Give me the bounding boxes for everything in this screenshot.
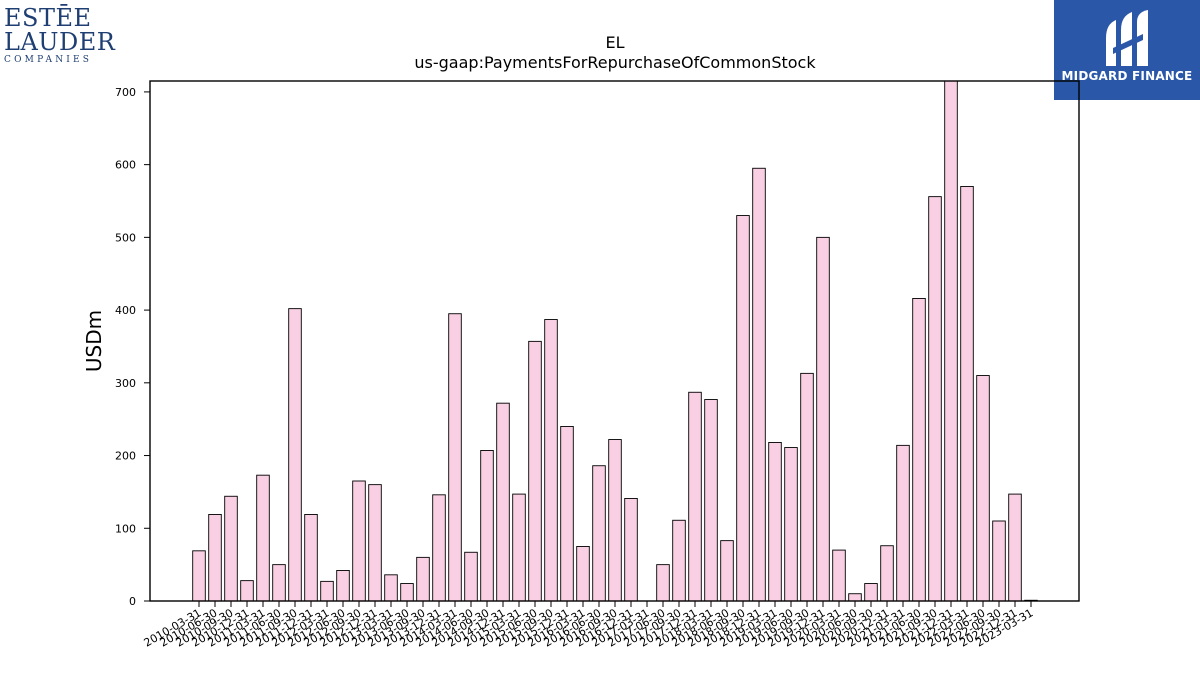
bar-2019-06-30	[784, 447, 798, 602]
bar-2020-06-30	[848, 593, 862, 602]
bar-2018-03-31	[704, 399, 718, 602]
bar-2020-12-31	[880, 545, 894, 602]
bar-2022-03-31	[960, 185, 974, 602]
bar-2016-03-31	[576, 546, 590, 602]
bar-2018-12-31	[752, 167, 766, 602]
y-tick-label: 100	[115, 522, 136, 535]
bar-2015-09-30	[544, 319, 558, 602]
bar-2021-12-31	[944, 80, 958, 602]
chart-subtitle: us-gaap:PaymentsForRepurchaseOfCommonSto…	[414, 53, 816, 72]
bar-2010-09-30	[224, 495, 238, 602]
y-tick-label: 0	[129, 595, 136, 608]
bar-2013-12-31	[432, 494, 446, 602]
chart-title: EL	[605, 33, 624, 52]
bar-2021-09-30	[928, 196, 942, 602]
bar-2014-09-30	[480, 450, 494, 602]
bar-2010-03-31	[192, 550, 206, 602]
bar-2020-03-31	[832, 549, 846, 602]
bar-2018-09-30	[736, 215, 750, 602]
bar-2017-06-30	[656, 564, 670, 602]
y-tick-label: 700	[115, 86, 136, 99]
bar-2017-09-30	[672, 519, 686, 602]
bar-2010-12-31	[240, 580, 254, 602]
bar-2012-09-30	[352, 480, 366, 602]
bar-2021-03-31	[896, 444, 910, 602]
bar-2016-09-30	[608, 439, 622, 602]
bar-2015-03-31	[512, 493, 526, 602]
y-tick-label: 400	[115, 304, 136, 317]
midgard-finance-logo: MIDGARD FINANCE	[1054, 0, 1200, 100]
y-axis-ticks: 0 100 200 300 400 500 600 700	[115, 86, 150, 608]
bars-group	[192, 80, 1038, 602]
bar-2012-06-30	[336, 570, 350, 602]
bar-2011-03-31	[256, 474, 270, 602]
bar-2018-06-30	[720, 540, 734, 602]
bar-2019-09-30	[800, 372, 814, 602]
bar-2016-06-30	[592, 465, 606, 602]
x-axis-ticks: 2010-03-312010-06-302010-09-302010-12-31…	[142, 601, 1036, 650]
bar-2017-12-31	[688, 391, 702, 602]
plot-frame	[149, 80, 1080, 602]
bar-2011-09-30	[288, 308, 302, 602]
bar-2022-09-30	[992, 520, 1006, 602]
brand-name: MIDGARD FINANCE	[1061, 69, 1193, 83]
bar-2011-06-30	[272, 564, 286, 602]
bar-2012-03-31	[320, 580, 334, 602]
bar-2011-12-31	[304, 514, 318, 602]
y-tick-label: 500	[115, 231, 136, 244]
bar-2014-03-31	[448, 313, 462, 602]
bar-2021-06-30	[912, 298, 926, 602]
y-tick-label: 600	[115, 159, 136, 172]
midgard-mark-icon	[1106, 10, 1148, 66]
bar-2014-12-31	[496, 402, 510, 602]
bar-2014-06-30	[464, 551, 478, 602]
bar-2013-06-30	[400, 583, 414, 602]
estee-lauder-logo: ESTĒE LAUDER COMPANIES	[4, 4, 116, 68]
bar-2022-12-31	[1008, 493, 1022, 602]
bar-2015-12-31	[560, 426, 574, 602]
bar-2020-09-30	[864, 583, 878, 602]
logo-line-3: COMPANIES	[4, 55, 93, 65]
bar-2010-06-30	[208, 514, 222, 602]
bar-2013-03-31	[384, 574, 398, 602]
bar-2019-12-31	[816, 236, 830, 602]
y-tick-label: 300	[115, 377, 136, 390]
logo-line-2: LAUDER	[4, 28, 116, 56]
logo-line-1: ESTĒE	[4, 4, 92, 32]
bar-2015-06-30	[528, 340, 542, 602]
bar-2012-12-31	[368, 484, 382, 602]
y-axis-label: USDm	[82, 310, 106, 372]
bar-2019-03-31	[768, 442, 782, 602]
y-tick-label: 200	[115, 450, 136, 463]
bar-2013-09-30	[416, 556, 430, 602]
bar-2016-12-31	[624, 498, 638, 602]
bar-2022-06-30	[976, 375, 990, 602]
